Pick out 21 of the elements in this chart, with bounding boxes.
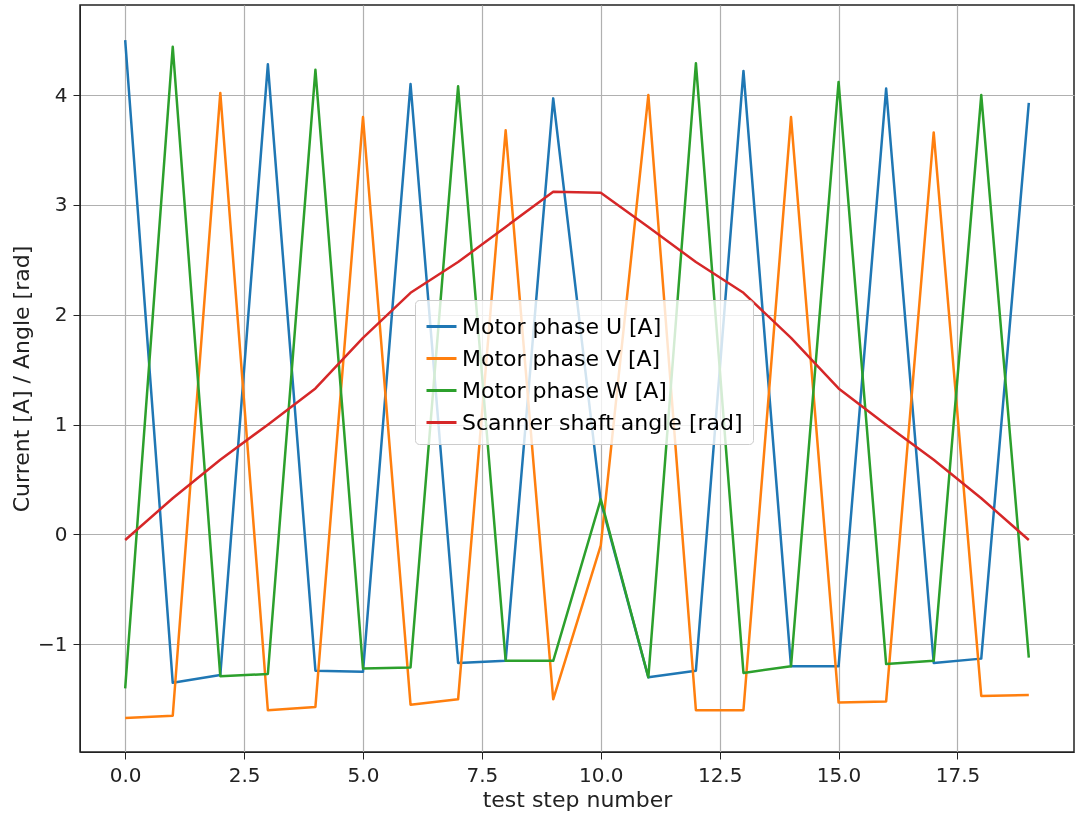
y-tick-label: 2 <box>54 302 68 327</box>
legend-label: Motor phase V [A] <box>462 345 661 371</box>
x-tick-label: 10.0 <box>579 762 624 787</box>
y-tick-label: 0 <box>54 521 68 546</box>
y-tick-label: −1 <box>38 631 68 656</box>
y-tick-label: 1 <box>54 412 68 437</box>
x-tick-label: 12.5 <box>697 762 743 787</box>
legend-label: Motor phase W [A] <box>462 377 667 403</box>
line-series <box>123 190 1031 542</box>
legend-label: Scanner shaft angle [rad] <box>462 409 743 435</box>
y-tick-label: 3 <box>54 192 68 217</box>
x-axis-title: test step number <box>482 786 674 812</box>
x-tick-label: 17.5 <box>935 762 981 787</box>
x-tick-label: 5.0 <box>347 762 380 787</box>
y-axis-title: Current [A] / Angle [rad] <box>9 245 35 513</box>
x-tick-label: 2.5 <box>228 762 261 787</box>
legend-label: Motor phase U [A] <box>462 313 662 339</box>
x-tick-label: 7.5 <box>466 762 499 787</box>
x-tick-label: 15.0 <box>816 762 862 787</box>
y-tick-label: 4 <box>54 82 68 107</box>
x-tick-label: 0.0 <box>109 762 142 787</box>
